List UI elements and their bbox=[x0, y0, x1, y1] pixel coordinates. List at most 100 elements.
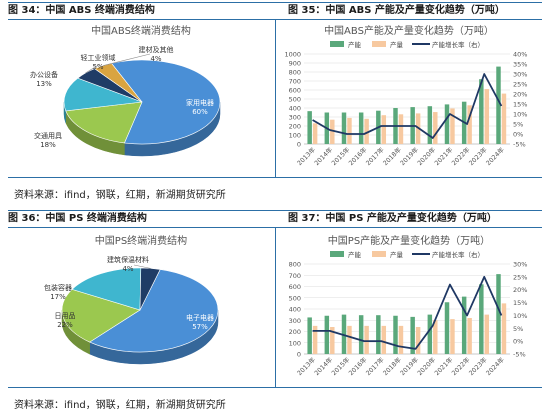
pie-label-电子电器: 电子电器 bbox=[186, 313, 214, 322]
y-right-tick: 0% bbox=[513, 338, 523, 346]
line-growth-rate bbox=[312, 275, 503, 350]
bar-output-2015年 bbox=[347, 325, 352, 354]
y-left-tick: 900 bbox=[289, 60, 301, 68]
legend-label-产能: 产能 bbox=[348, 40, 362, 49]
bar-capacity-2015年 bbox=[341, 112, 347, 144]
bar-output-2023年 bbox=[484, 89, 490, 144]
bar-output-2015年 bbox=[347, 117, 352, 144]
pie-label-家用电器: 60% bbox=[192, 108, 208, 116]
abs-capacity-combo-chart: 中国ABS产能及产量变化趋势（万吨） 产能 产量 产能增长率（右） 0100200300… bbox=[284, 24, 527, 167]
y-left-tick: 400 bbox=[289, 306, 301, 314]
ps-capacity-combo-chart: 中国PS产能及产量变化趋势（万吨） 产能 产量 产能增长率（右） 0 100 200 300 4… bbox=[289, 234, 528, 377]
bar-output-2019年 bbox=[415, 327, 421, 354]
y-left-tick: 500 bbox=[289, 294, 301, 302]
bar-output-2018年 bbox=[398, 325, 404, 354]
chart-title: 中国ABS产能及产量变化趋势（万吨） bbox=[324, 24, 494, 37]
y-left-tick: 700 bbox=[289, 78, 301, 86]
legend-label-产能增长率（右）: 产能增长率（右） bbox=[432, 250, 484, 259]
y-left-tick: 600 bbox=[289, 87, 301, 95]
bar-output-2016年 bbox=[364, 118, 369, 144]
bar-capacity-2023年 bbox=[479, 79, 484, 144]
pie-label-办公设备: 办公设备 bbox=[30, 70, 58, 79]
bar-output-2017年 bbox=[381, 325, 387, 354]
y-left-tick: 0 bbox=[297, 141, 301, 149]
bar-output-2013年 bbox=[312, 123, 318, 144]
bar-capacity-2014年 bbox=[324, 315, 330, 354]
bar-output-2023年 bbox=[484, 314, 490, 354]
bar-capacity-2023年 bbox=[479, 284, 484, 354]
pie-label-家用电器: 家用电器 bbox=[186, 98, 214, 107]
pie-slice-包装容器 bbox=[71, 267, 142, 311]
legend-label-产量: 产量 bbox=[390, 250, 404, 259]
panel-label-36: 图 36：中国 PS 终端消费结构 bbox=[8, 213, 147, 224]
legend-label-产能: 产能 bbox=[348, 250, 362, 259]
pie-slice-建筑保温材料 bbox=[139, 267, 161, 311]
line-growth-rate bbox=[312, 73, 503, 139]
pie-label-轻工业领域: 轻工业领域 bbox=[81, 53, 116, 62]
column-divider bbox=[275, 19, 276, 177]
legend-swatch-产量 bbox=[372, 41, 386, 47]
chart-title: 中国PS产能及产量变化趋势（万吨） bbox=[328, 234, 490, 247]
panel-label-34: 图 34：中国 ABS 终端消费结构 bbox=[8, 5, 155, 16]
y-left-tick: 700 bbox=[289, 272, 301, 280]
y-right-tick: 15% bbox=[513, 101, 527, 109]
source-note-top: 资料来源：ifind，钢联，红期，新湖期货研究所 bbox=[14, 190, 226, 201]
bar-output-2021年 bbox=[450, 108, 455, 144]
panel-label-35: 图 35：中国 ABS 产能及产量变化趋势（万吨） bbox=[288, 5, 505, 16]
bar-output-2014年 bbox=[330, 327, 335, 354]
pie-label-日用品: 日用品 bbox=[55, 312, 76, 320]
y-left-tick: 300 bbox=[289, 317, 301, 325]
y-right-tick: 10% bbox=[513, 312, 527, 320]
bar-capacity-2017年 bbox=[376, 315, 381, 354]
bar-capacity-2016年 bbox=[358, 112, 364, 144]
x-tick-label: 2024年 bbox=[484, 145, 506, 167]
legend-label-产能增长率（右）: 产能增长率（右） bbox=[432, 40, 484, 49]
bar-output-2020年 bbox=[433, 112, 438, 144]
pie-slice-电子电器 bbox=[89, 269, 219, 353]
bar-capacity-2020年 bbox=[427, 314, 433, 354]
y-right-tick: 30% bbox=[513, 71, 527, 79]
pie-slice-日用品 bbox=[61, 289, 141, 343]
bar-capacity-2021年 bbox=[444, 104, 450, 144]
chart-title: 中国PS终端消费结构 bbox=[95, 234, 187, 247]
y-left-tick: 600 bbox=[289, 283, 301, 291]
figure-table-top: 图 34：中国 ABS 终端消费结构 图 35：中国 ABS 产能及产量变化趋势… bbox=[8, 2, 542, 178]
y-left-tick: 1000 bbox=[284, 51, 301, 59]
pie-label-办公设备: 13% bbox=[36, 80, 52, 88]
legend-swatch-产量 bbox=[372, 251, 386, 257]
source-note-bottom: 资料来源：ifind，钢联，红期，新湖期货研究所 bbox=[14, 400, 226, 411]
y-left-tick: 400 bbox=[289, 105, 301, 113]
pie-label-建材及其他: 建材及其他 bbox=[139, 45, 174, 54]
pie-label-建筑保温材料: 4% bbox=[122, 265, 133, 273]
pie-label-日用品: 22% bbox=[57, 321, 73, 329]
bar-capacity-2020年 bbox=[427, 106, 433, 144]
pie-label-轻工业领域: 5% bbox=[92, 63, 103, 71]
y-right-tick: 0% bbox=[513, 131, 523, 139]
bar-output-2022年 bbox=[467, 318, 472, 354]
y-right-tick: 10% bbox=[513, 111, 527, 119]
legend-swatch-产能 bbox=[330, 251, 344, 257]
pie-label-交通用具: 18% bbox=[40, 141, 56, 149]
pie-label-电子电器: 57% bbox=[192, 323, 208, 331]
y-left-tick: 800 bbox=[289, 69, 301, 77]
y-right-tick: 5% bbox=[513, 325, 523, 333]
bar-capacity-2019年 bbox=[410, 316, 415, 354]
y-right-tick: 5% bbox=[513, 121, 523, 129]
y-left-tick: 500 bbox=[289, 96, 301, 104]
bar-output-2020年 bbox=[433, 320, 438, 354]
bar-output-2018年 bbox=[398, 114, 404, 144]
y-right-tick: 15% bbox=[513, 299, 527, 307]
bar-output-2021年 bbox=[450, 319, 455, 354]
bar-output-2016年 bbox=[364, 325, 369, 354]
y-right-tick: 25% bbox=[513, 81, 527, 89]
panel-label-37: 图 37：中国 PS 产能及产量变化趋势（万吨） bbox=[288, 213, 497, 224]
bar-capacity-2016年 bbox=[358, 315, 364, 354]
y-left-tick: 800 bbox=[289, 261, 301, 269]
x-tick-label: 2024年 bbox=[484, 355, 506, 377]
y-left-tick: 0 bbox=[297, 351, 301, 359]
bar-capacity-2024年 bbox=[496, 66, 501, 144]
bar-capacity-2021年 bbox=[444, 302, 450, 354]
figure-table-bottom: 图 36：中国 PS 终端消费结构 图 37：中国 PS 产能及产量变化趋势（万… bbox=[8, 210, 542, 388]
